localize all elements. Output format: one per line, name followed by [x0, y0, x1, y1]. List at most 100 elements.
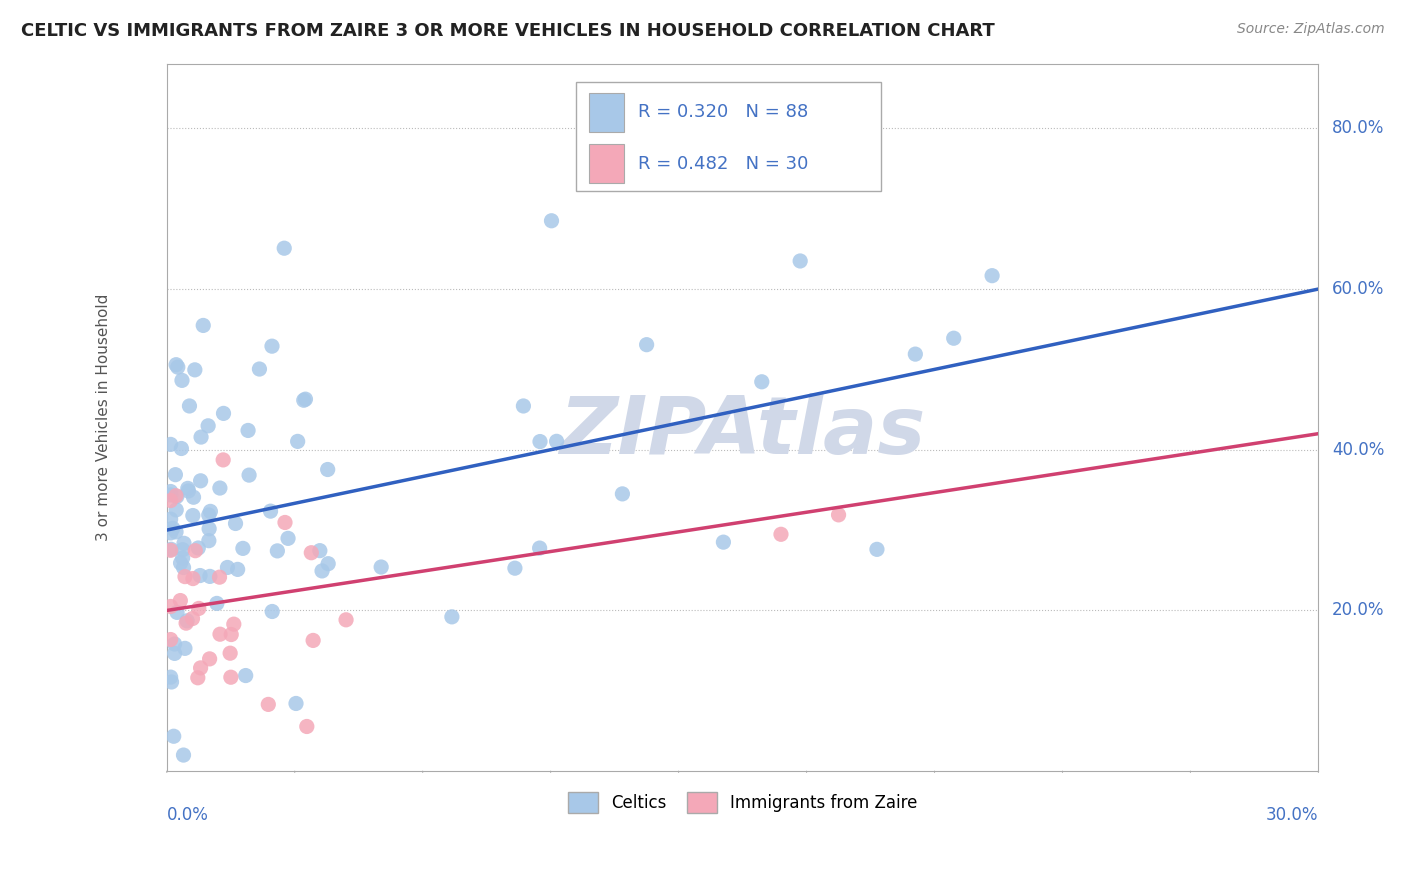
Celtics [176, 614, 198, 628]
Celtics [789, 254, 811, 268]
Celtics [512, 399, 534, 413]
Immigrants from Zaire [198, 652, 221, 666]
Text: 20.0%: 20.0% [1333, 601, 1385, 619]
Celtics [713, 535, 735, 549]
Celtics [262, 605, 284, 619]
Celtics [235, 668, 257, 682]
Text: Source: ZipAtlas.com: Source: ZipAtlas.com [1237, 22, 1385, 37]
Celtics [232, 541, 254, 556]
Celtics [981, 268, 1004, 283]
Celtics [226, 562, 249, 576]
Immigrants from Zaire [769, 527, 792, 541]
Celtics [165, 467, 187, 482]
Celtics [188, 568, 211, 582]
Celtics [866, 542, 889, 557]
Immigrants from Zaire [187, 671, 209, 685]
Text: 30.0%: 30.0% [1265, 806, 1319, 824]
Celtics [159, 512, 181, 526]
Celtics [177, 483, 200, 498]
Celtics [165, 524, 187, 539]
Text: 40.0%: 40.0% [1333, 441, 1385, 458]
Celtics [198, 522, 221, 536]
Immigrants from Zaire [174, 569, 197, 583]
Celtics [170, 442, 193, 456]
Celtics [159, 484, 181, 499]
Immigrants from Zaire [295, 719, 318, 733]
Immigrants from Zaire [159, 493, 181, 508]
Text: CELTIC VS IMMIGRANTS FROM ZAIRE 3 OR MORE VEHICLES IN HOUSEHOLD CORRELATION CHAR: CELTIC VS IMMIGRANTS FROM ZAIRE 3 OR MOR… [21, 22, 995, 40]
Immigrants from Zaire [190, 661, 212, 675]
Celtics [173, 536, 195, 550]
Immigrants from Zaire [181, 611, 204, 625]
Immigrants from Zaire [208, 570, 231, 584]
Celtics [183, 490, 205, 504]
Celtics [181, 508, 204, 523]
Celtics [294, 392, 316, 406]
Immigrants from Zaire [212, 453, 235, 467]
Immigrants from Zaire [219, 627, 242, 641]
Celtics [159, 670, 181, 684]
FancyBboxPatch shape [589, 145, 624, 184]
Celtics [236, 424, 259, 438]
Immigrants from Zaire [159, 632, 181, 647]
Text: R = 0.482   N = 30: R = 0.482 N = 30 [638, 155, 808, 173]
Celtics [170, 373, 193, 387]
Celtics [179, 399, 201, 413]
Celtics [177, 482, 200, 496]
Immigrants from Zaire [187, 601, 209, 615]
Celtics [503, 561, 526, 575]
Celtics [285, 697, 308, 711]
Immigrants from Zaire [159, 599, 181, 614]
Immigrants from Zaire [174, 616, 197, 631]
Celtics [197, 508, 219, 522]
Text: 80.0%: 80.0% [1333, 120, 1385, 137]
Text: 3 or more Vehicles in Household: 3 or more Vehicles in Household [96, 293, 111, 541]
Celtics [172, 551, 194, 566]
Celtics [193, 318, 215, 333]
Celtics [166, 490, 188, 504]
Immigrants from Zaire [302, 633, 325, 648]
Celtics [751, 375, 773, 389]
Celtics [287, 434, 309, 449]
Celtics [942, 331, 965, 345]
Immigrants from Zaire [827, 508, 849, 522]
Celtics [636, 337, 658, 351]
Celtics [163, 637, 186, 651]
Celtics [540, 213, 562, 227]
Celtics [259, 504, 281, 518]
Celtics [166, 606, 188, 620]
Immigrants from Zaire [208, 627, 231, 641]
Immigrants from Zaire [219, 670, 242, 684]
Celtics [160, 675, 183, 690]
Text: 60.0%: 60.0% [1333, 280, 1385, 298]
Celtics [546, 434, 568, 449]
Celtics [311, 564, 333, 578]
Celtics [266, 544, 288, 558]
Celtics [205, 596, 228, 610]
Celtics [316, 462, 339, 476]
Immigrants from Zaire [274, 516, 297, 530]
Celtics [200, 504, 222, 518]
Celtics [173, 747, 195, 762]
Celtics [612, 487, 634, 501]
Celtics [173, 560, 195, 574]
Celtics [159, 525, 181, 540]
Celtics [198, 533, 221, 548]
Immigrants from Zaire [181, 572, 204, 586]
Celtics [225, 516, 247, 531]
FancyBboxPatch shape [589, 93, 624, 132]
Celtics [198, 569, 221, 583]
Celtics [316, 557, 339, 571]
Immigrants from Zaire [159, 543, 181, 558]
Celtics [163, 729, 186, 743]
FancyBboxPatch shape [575, 82, 880, 192]
Celtics [529, 434, 551, 449]
Celtics [308, 543, 330, 558]
Celtics [166, 360, 188, 375]
Text: R = 0.320   N = 88: R = 0.320 N = 88 [638, 103, 808, 121]
Celtics [162, 521, 184, 535]
Legend: Celtics, Immigrants from Zaire: Celtics, Immigrants from Zaire [561, 786, 924, 820]
Celtics [163, 647, 186, 661]
Celtics [292, 393, 315, 408]
Celtics [174, 641, 197, 656]
